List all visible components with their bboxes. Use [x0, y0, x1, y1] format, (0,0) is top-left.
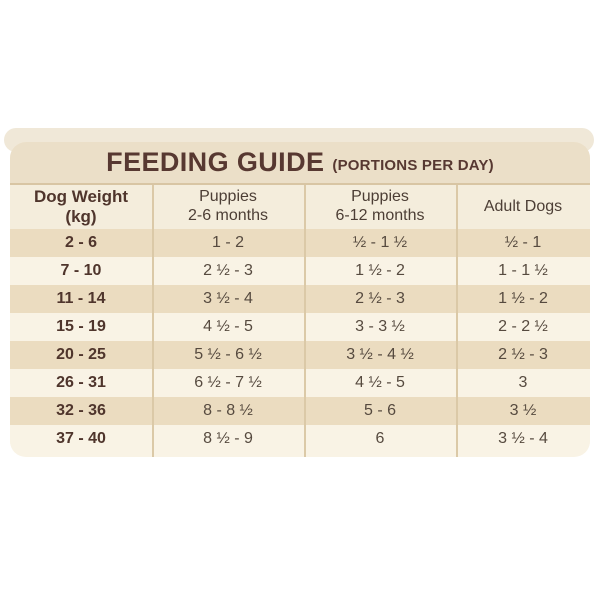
- adult-dogs-cell: 3: [518, 373, 528, 391]
- table-row: 26 - 31 6 ½ - 7 ½ 4 ½ - 5 3: [10, 369, 590, 397]
- table-row: 32 - 36 8 - 8 ½ 5 - 6 3 ½: [10, 397, 590, 425]
- table-row: 15 - 19 4 ½ - 5 3 - 3 ½ 2 - 2 ½: [10, 313, 590, 341]
- header-cell-dog-weight: Dog Weight (kg): [10, 185, 152, 229]
- adult-dogs-cell: 1 ½ - 2: [498, 289, 548, 307]
- puppies-2-6-cell: 8 ½ - 9: [203, 429, 253, 447]
- weight-cell: 26 - 31: [56, 373, 106, 391]
- puppies-6-12-cell: 2 ½ - 3: [355, 289, 405, 307]
- header-line: Dog Weight: [33, 186, 129, 206]
- header-line: 2-6 months: [187, 207, 269, 224]
- table-row: 37 - 40 8 ½ - 9 6 3 ½ - 4: [10, 425, 590, 453]
- puppies-2-6-cell: 1 - 2: [211, 233, 244, 251]
- puppies-6-12-cell: 5 - 6: [363, 401, 396, 419]
- weight-cell: 32 - 36: [56, 401, 106, 419]
- puppies-2-6-cell: 2 ½ - 3: [203, 261, 253, 279]
- header-line: (kg): [65, 207, 97, 226]
- adult-dogs-cell: 3 ½: [509, 401, 537, 419]
- adult-dogs-cell: ½ - 1: [504, 233, 542, 251]
- table-row: 2 - 6 1 - 2 ½ - 1 ½ ½ - 1: [10, 229, 590, 257]
- weight-cell: 15 - 19: [56, 317, 106, 335]
- puppies-2-6-cell: 8 - 8 ½: [203, 401, 253, 419]
- weight-cell: 2 - 6: [64, 233, 97, 251]
- header-cell-puppies-6-12: Puppies 6-12 months: [304, 185, 456, 229]
- puppies-2-6-cell: 3 ½ - 4: [203, 289, 253, 307]
- puppies-2-6-cell: 4 ½ - 5: [203, 317, 253, 335]
- adult-dogs-cell: 2 ½ - 3: [498, 345, 548, 363]
- weight-cell: 11 - 14: [56, 289, 106, 307]
- puppies-6-12-cell: 6: [375, 429, 385, 447]
- header-line: 6-12 months: [335, 207, 425, 224]
- puppies-2-6-cell: 5 ½ - 6 ½: [194, 345, 262, 363]
- adult-dogs-cell: 1 - 1 ½: [498, 261, 548, 279]
- page-title-suffix: (PORTIONS PER DAY): [332, 156, 494, 174]
- header-cell-puppies-2-6: Puppies 2-6 months: [152, 185, 304, 229]
- adult-dogs-cell: 2 - 2 ½: [498, 317, 548, 335]
- title-band: FEEDING GUIDE (PORTIONS PER DAY): [10, 142, 590, 185]
- puppies-6-12-cell: 3 - 3 ½: [355, 317, 405, 335]
- column-divider: [304, 185, 306, 457]
- page-title: FEEDING GUIDE: [106, 147, 325, 177]
- table-row: 20 - 25 5 ½ - 6 ½ 3 ½ - 4 ½ 2 ½ - 3: [10, 341, 590, 369]
- table-row: 7 - 10 2 ½ - 3 1 ½ - 2 1 - 1 ½: [10, 257, 590, 285]
- header-line: Adult Dogs: [483, 197, 563, 215]
- puppies-6-12-cell: 3 ½ - 4 ½: [346, 345, 414, 363]
- column-divider: [152, 185, 154, 457]
- header-line: Puppies: [351, 188, 409, 206]
- column-divider: [456, 185, 458, 457]
- puppies-6-12-cell: ½ - 1 ½: [352, 233, 408, 251]
- header-line: Puppies: [199, 188, 257, 206]
- puppies-6-12-cell: 4 ½ - 5: [355, 373, 405, 391]
- puppies-6-12-cell: 1 ½ - 2: [355, 261, 405, 279]
- weight-cell: 20 - 25: [56, 345, 106, 363]
- header-cell-adult-dogs: Adult Dogs: [456, 185, 590, 229]
- weight-cell: 37 - 40: [56, 429, 106, 447]
- weight-cell: 7 - 10: [60, 261, 102, 279]
- table-header-row: Dog Weight (kg) Puppies 2-6 months Puppi…: [10, 185, 590, 229]
- adult-dogs-cell: 3 ½ - 4: [498, 429, 548, 447]
- table-row: 11 - 14 3 ½ - 4 2 ½ - 3 1 ½ - 2: [10, 285, 590, 313]
- feeding-guide-panel: FEEDING GUIDE (PORTIONS PER DAY) Dog Wei…: [10, 142, 590, 457]
- puppies-2-6-cell: 6 ½ - 7 ½: [194, 373, 262, 391]
